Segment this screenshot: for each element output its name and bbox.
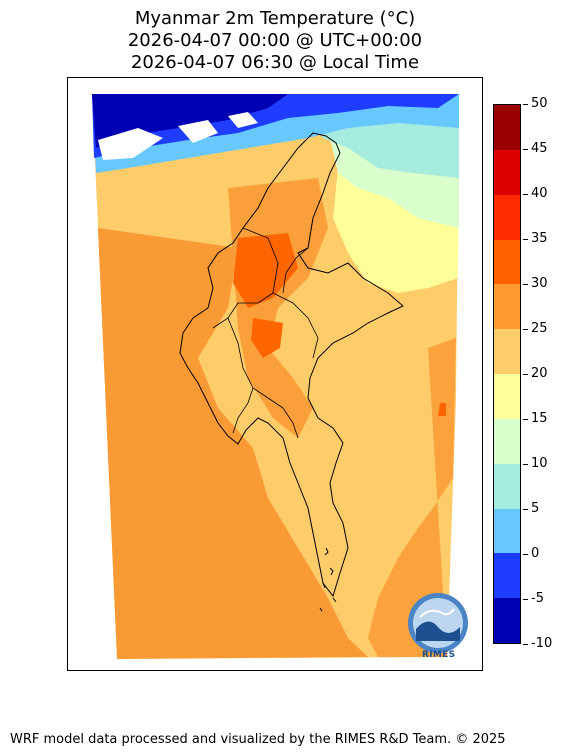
colorbar-tick-label: 30 xyxy=(531,276,548,291)
colorbar-band xyxy=(494,374,520,420)
no-data-patch-3 xyxy=(228,112,258,128)
colorbar-band xyxy=(494,239,520,285)
orange-west-region xyxy=(98,228,368,659)
colorbar-tick xyxy=(523,284,528,285)
colorbar-tick xyxy=(523,644,528,645)
navy-region xyxy=(92,94,288,148)
colorbar-tick-label: 0 xyxy=(531,546,540,561)
colorbar-band xyxy=(494,105,520,151)
colorbar-tick-label: 5 xyxy=(531,501,540,516)
colorbar-tick-label: 35 xyxy=(531,231,548,246)
colorbar-tick-label: 20 xyxy=(531,366,548,381)
region-boundary-6 xyxy=(282,407,299,439)
no-data-patch-2 xyxy=(178,120,218,143)
map-frame: RIMES xyxy=(67,77,483,671)
colorbar-band xyxy=(494,508,520,554)
coastal-islands xyxy=(319,547,337,612)
colorbar-band xyxy=(494,553,520,599)
colorbar-tick-label: 25 xyxy=(531,321,548,336)
colorbar-tick-label: 40 xyxy=(531,186,548,201)
colorbar-band xyxy=(494,418,520,465)
myanmar-border xyxy=(179,132,404,598)
colorbar-band xyxy=(494,194,520,240)
region-boundary-2 xyxy=(272,292,319,359)
colorbar-band xyxy=(494,598,520,644)
rimes-logo-text: RIMES xyxy=(422,650,456,660)
orange-southeast-region xyxy=(368,338,456,657)
colorbar-tick xyxy=(523,509,528,510)
colorbar-tick xyxy=(523,149,528,150)
colorbar-band xyxy=(494,149,520,196)
temperature-map xyxy=(92,94,468,659)
dark-orange-hotspot-3 xyxy=(438,403,446,416)
colorbar xyxy=(493,104,521,644)
region-boundary-3 xyxy=(282,247,309,294)
colorbar-tick xyxy=(523,239,528,240)
colorbar-tick-label: -5 xyxy=(531,591,544,606)
map-title-line-1: Myanmar 2m Temperature (°C) xyxy=(134,8,416,29)
colorbar-tick-label: 50 xyxy=(531,96,548,111)
colorbar-band xyxy=(494,284,520,330)
colorbar-tick-label: 10 xyxy=(531,456,548,471)
dark-orange-hotspot-2 xyxy=(251,318,283,358)
colorbar-tick xyxy=(523,194,528,195)
region-boundary-4 xyxy=(227,317,284,409)
colorbar-tick xyxy=(523,374,528,375)
footer-credit: WRF model data processed and visualized … xyxy=(10,732,506,747)
colorbar-tick xyxy=(523,104,528,105)
colorbar-tick xyxy=(523,554,528,555)
dark-orange-hotspot-1 xyxy=(233,233,298,308)
colorbar-tick-label: -10 xyxy=(531,636,553,651)
colorbar-tick xyxy=(523,599,528,600)
colorbar-tick xyxy=(523,419,528,420)
colorbar-tick-label: 15 xyxy=(531,411,548,426)
map-title-line-2: 2026-04-07 00:00 @ UTC+00:00 xyxy=(127,30,423,51)
map-title-line-3: 2026-04-07 06:30 @ Local Time xyxy=(130,52,420,73)
colorbar-band xyxy=(494,329,520,375)
colorbar-band xyxy=(494,463,520,509)
region-boundary-1 xyxy=(212,227,279,329)
rimes-logo xyxy=(408,593,468,653)
colorbar-tick-label: 45 xyxy=(531,141,548,156)
colorbar-tick xyxy=(523,464,528,465)
colorbar-tick xyxy=(523,329,528,330)
no-data-patch-1 xyxy=(98,128,163,160)
region-boundary-5 xyxy=(232,387,254,434)
